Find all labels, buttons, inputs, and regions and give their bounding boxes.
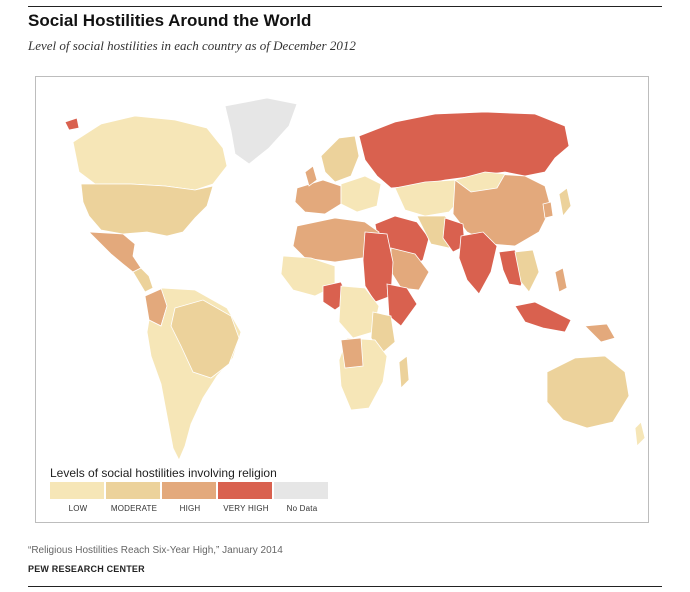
legend-swatch-moderate: [106, 482, 160, 499]
region-brazil: [170, 299, 240, 379]
region-papua: [584, 323, 616, 343]
region-japan: [558, 187, 572, 217]
map-title: Social Hostilities Around the World: [28, 11, 312, 30]
region-western-europe: [294, 179, 342, 215]
region-india: [458, 231, 498, 295]
bottom-rule: [28, 586, 662, 587]
region-pakistan: [442, 217, 466, 253]
legend-label-no-data: No Data: [286, 504, 318, 513]
legend-label-moderate: MODERATE: [110, 504, 158, 513]
region-eastern-europe: [340, 175, 382, 213]
region-new-zealand: [634, 421, 646, 447]
legend-swatch-very-high: [218, 482, 272, 499]
region-uk: [304, 165, 318, 187]
region-united-states: [80, 183, 214, 237]
legend-swatches: [50, 482, 330, 499]
region-korea: [542, 201, 554, 219]
region-russia: [358, 111, 570, 189]
legend-swatch-no-data: [274, 482, 328, 499]
legend-title: Levels of social hostilities involving r…: [50, 466, 277, 480]
top-rule: [28, 6, 662, 7]
region-australia: [546, 355, 630, 429]
region-madagascar: [398, 355, 410, 389]
region-philippines: [554, 267, 568, 293]
legend-labels: LOW MODERATE HIGH VERY HIGH No Data: [50, 504, 330, 513]
map-subtitle: Level of social hostilities in each coun…: [28, 38, 356, 53]
region-horn-africa: [386, 283, 418, 327]
world-map: [64, 97, 646, 461]
region-scandinavia: [320, 135, 360, 183]
legend-label-low: LOW: [68, 504, 88, 513]
region-greenland: [224, 97, 298, 165]
region-egypt-sudan: [362, 231, 394, 303]
legend-label-high: HIGH: [179, 504, 201, 513]
region-central-america: [132, 267, 154, 293]
region-mexico: [87, 231, 142, 273]
legend-swatch-low: [50, 482, 104, 499]
legend-swatch-high: [162, 482, 216, 499]
region-mongolia: [454, 171, 506, 193]
legend-label-very-high: VERY HIGH: [223, 504, 269, 513]
region-indochina: [514, 249, 540, 293]
region-angola: [340, 337, 364, 369]
region-indonesia: [514, 301, 572, 333]
region-iceland: [64, 117, 80, 131]
region-canada: [72, 115, 228, 191]
source-note: “Religious Hostilities Reach Six-Year Hi…: [28, 545, 283, 556]
organization-name: PEW RESEARCH CENTER: [28, 564, 145, 574]
